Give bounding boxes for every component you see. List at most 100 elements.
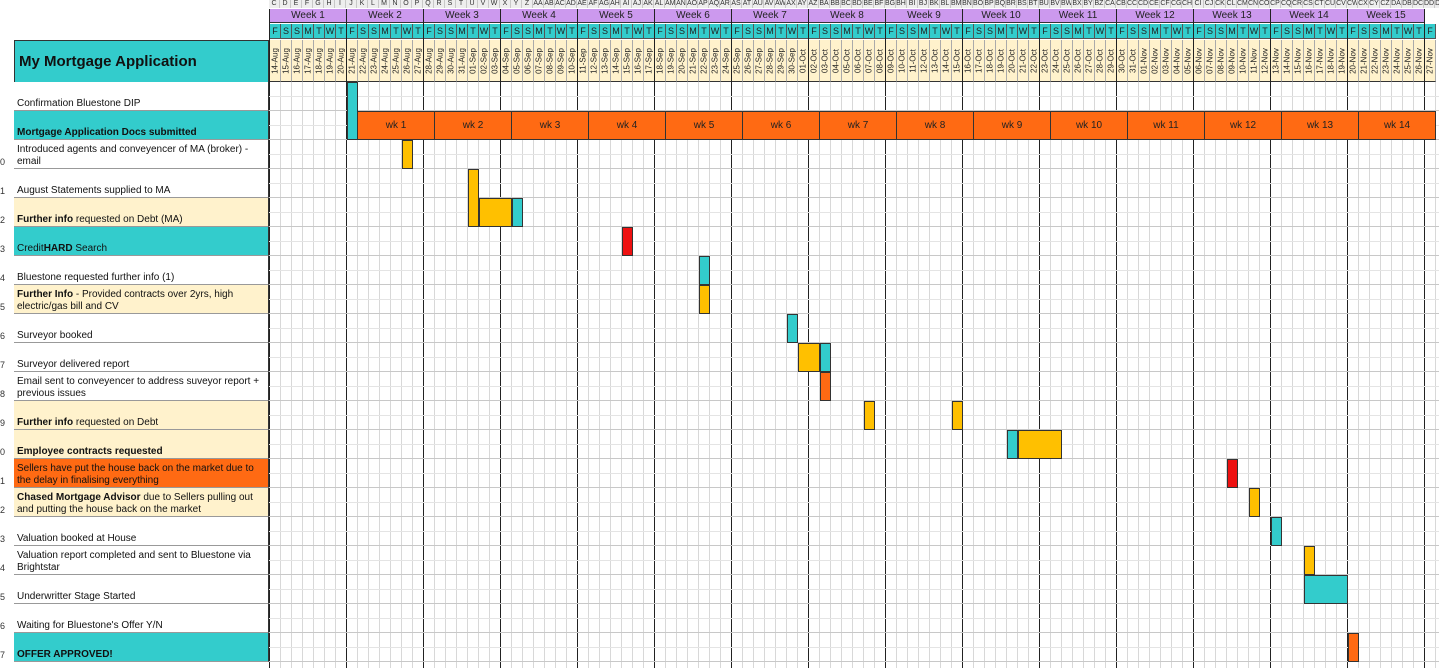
task-row[interactable]: Valuation booked at House [14, 517, 269, 546]
column-header[interactable]: BN [962, 0, 973, 8]
column-header[interactable]: BE [863, 0, 874, 8]
column-header[interactable]: G [313, 0, 324, 8]
gantt-bar[interactable] [699, 256, 710, 285]
column-header[interactable]: CH [1182, 0, 1193, 8]
column-header[interactable]: DD [1424, 0, 1435, 8]
task-row[interactable]: Surveyor booked [14, 314, 269, 343]
column-header[interactable]: AZ [808, 0, 819, 8]
gantt-bar[interactable] [798, 343, 820, 372]
gantt-bar[interactable] [622, 227, 633, 256]
column-header[interactable]: AB [544, 0, 555, 8]
column-header[interactable]: CG [1171, 0, 1182, 8]
column-header[interactable]: U [467, 0, 478, 8]
column-header[interactable]: AT [742, 0, 753, 8]
column-header[interactable]: N [390, 0, 401, 8]
column-header[interactable]: J [346, 0, 357, 8]
column-header[interactable]: CV [1336, 0, 1347, 8]
column-header[interactable]: AU [753, 0, 764, 8]
column-header[interactable]: CO [1259, 0, 1270, 8]
column-header[interactable]: CX [1358, 0, 1369, 8]
column-header[interactable]: Q [423, 0, 434, 8]
column-header[interactable]: BH [896, 0, 907, 8]
column-header[interactable]: BG [885, 0, 896, 8]
column-header[interactable]: DC [1413, 0, 1424, 8]
column-header[interactable]: BV [1050, 0, 1061, 8]
gantt-bar[interactable] [1007, 430, 1018, 459]
gantt-bar[interactable] [1304, 575, 1348, 604]
task-row[interactable]: Mortgage Application Docs submitted [14, 111, 269, 140]
gantt-bar[interactable] [1249, 488, 1260, 517]
column-header[interactable]: M [379, 0, 390, 8]
column-header[interactable]: Z [522, 0, 533, 8]
row-number[interactable]: 6 [0, 621, 6, 631]
row-number[interactable]: 2 [0, 505, 6, 515]
row-number[interactable]: 7 [0, 360, 6, 370]
column-header[interactable]: AQ [709, 0, 720, 8]
column-header[interactable]: CY [1369, 0, 1380, 8]
column-header[interactable]: CR [1292, 0, 1303, 8]
task-row[interactable]: Confirmation Bluestone DIP [14, 82, 269, 111]
column-header[interactable]: CC [1127, 0, 1138, 8]
column-header[interactable]: BO [973, 0, 984, 8]
column-header[interactable]: AA [533, 0, 544, 8]
column-header[interactable]: CT [1314, 0, 1325, 8]
gantt-bar[interactable] [347, 82, 358, 140]
column-header[interactable]: CK [1215, 0, 1226, 8]
row-number[interactable]: 5 [0, 592, 6, 602]
task-row[interactable]: Waiting for Bluestone's Offer Y/N [14, 604, 269, 633]
column-header[interactable]: DE [1435, 0, 1439, 8]
column-header[interactable]: F [302, 0, 313, 8]
gantt-bar[interactable] [479, 198, 512, 227]
column-header[interactable]: CN [1248, 0, 1259, 8]
row-number[interactable]: 1 [0, 476, 6, 486]
column-header[interactable]: BX [1072, 0, 1083, 8]
column-header[interactable]: CU [1325, 0, 1336, 8]
column-header[interactable]: S [445, 0, 456, 8]
column-header[interactable]: AM [665, 0, 676, 8]
task-row[interactable]: Valuation report completed and sent to B… [14, 546, 269, 575]
column-header[interactable]: L [368, 0, 379, 8]
column-header[interactable]: AY [797, 0, 808, 8]
column-header[interactable]: AN [676, 0, 687, 8]
column-header[interactable]: AV [764, 0, 775, 8]
gantt-bar[interactable] [1304, 546, 1315, 575]
column-header[interactable]: BZ [1094, 0, 1105, 8]
column-header[interactable]: K [357, 0, 368, 8]
column-header[interactable]: BS [1017, 0, 1028, 8]
gantt-bar[interactable] [1018, 430, 1062, 459]
gantt-bar[interactable] [787, 314, 798, 343]
gantt-bar[interactable] [864, 401, 875, 430]
column-header[interactable]: BT [1028, 0, 1039, 8]
column-header[interactable]: AS [731, 0, 742, 8]
column-header[interactable]: BC [841, 0, 852, 8]
column-header[interactable]: X [500, 0, 511, 8]
column-header[interactable]: BY [1083, 0, 1094, 8]
row-number[interactable]: 0 [0, 157, 6, 167]
row-number[interactable]: 9 [0, 418, 6, 428]
column-header[interactable]: Y [511, 0, 522, 8]
column-header[interactable]: BJ [918, 0, 929, 8]
column-header[interactable]: BL [940, 0, 951, 8]
column-header[interactable]: CD [1138, 0, 1149, 8]
column-header[interactable]: BK [929, 0, 940, 8]
task-row[interactable]: August Statements supplied to MA [14, 169, 269, 198]
column-header[interactable]: DA [1391, 0, 1402, 8]
column-header[interactable]: V [478, 0, 489, 8]
gantt-bar[interactable] [402, 140, 413, 169]
task-row[interactable]: Surveyor delivered report [14, 343, 269, 372]
column-header[interactable]: AI [621, 0, 632, 8]
row-number[interactable]: 6 [0, 331, 6, 341]
column-header[interactable]: CS [1303, 0, 1314, 8]
row-number[interactable]: 1 [0, 186, 6, 196]
column-header[interactable]: BQ [995, 0, 1006, 8]
task-row[interactable]: Bluestone requested further info (1) [14, 256, 269, 285]
task-row[interactable]: Further Info - Provided contracts over 2… [14, 285, 269, 314]
column-header[interactable]: CF [1160, 0, 1171, 8]
task-row[interactable]: Email sent to conveyencer to address suv… [14, 372, 269, 401]
column-header[interactable]: T [456, 0, 467, 8]
column-header[interactable]: H [324, 0, 335, 8]
column-header[interactable]: I [335, 0, 346, 8]
task-row[interactable]: Further info requested on Debt (MA) [14, 198, 269, 227]
task-row[interactable]: Further info requested on Debt [14, 401, 269, 430]
row-number[interactable]: 7 [0, 650, 6, 660]
